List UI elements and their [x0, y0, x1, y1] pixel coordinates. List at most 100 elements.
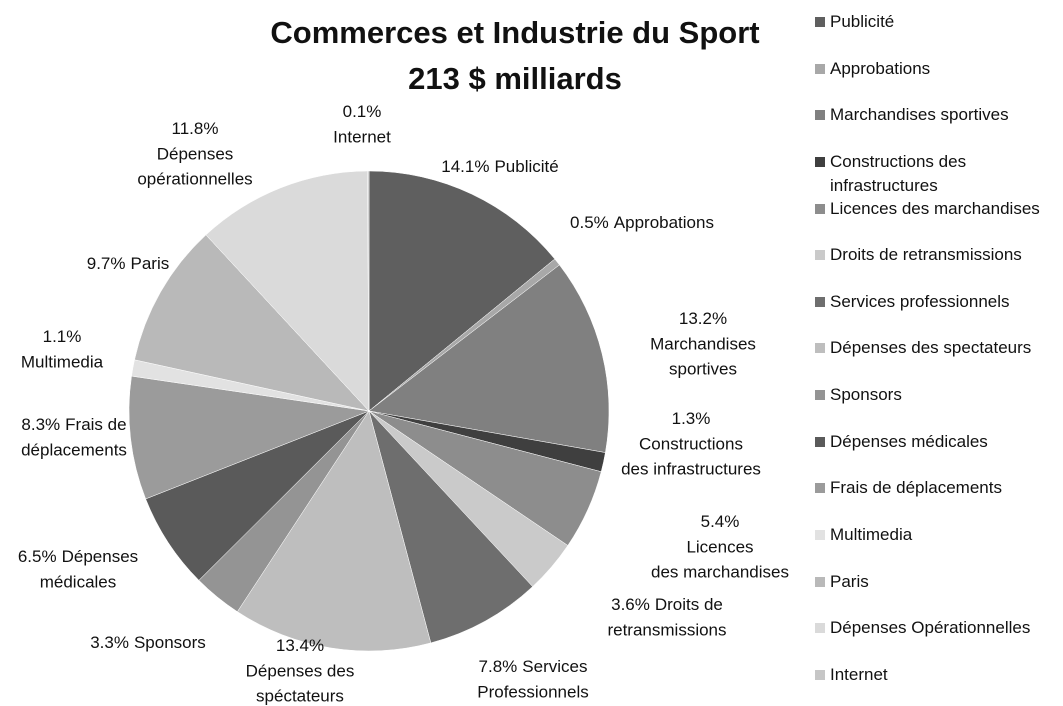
- value-label: 6.5%: [18, 547, 57, 566]
- slice-label: 1.3%: [672, 409, 711, 428]
- legend-swatch: [815, 296, 825, 307]
- legend-label: Dépenses médicales: [830, 431, 988, 451]
- slice-name: Constructions: [639, 434, 743, 453]
- slice-name: Publicité: [494, 157, 558, 176]
- slice-label: 3.6% Droits de: [611, 595, 723, 614]
- legend-item: Marchandises sportives: [815, 103, 1060, 127]
- slice-label: 0.5% Approbations: [570, 213, 714, 232]
- slice-name: sportives: [669, 359, 737, 378]
- legend-label: Droits de retransmissions: [830, 245, 1022, 265]
- legend-label: Approbations: [830, 58, 931, 78]
- legend-item: Paris: [815, 570, 1060, 594]
- legend-label: Services professionnels: [830, 291, 1010, 311]
- value-label: 5.4%: [701, 512, 740, 531]
- slice-label: 9.7% Paris: [87, 254, 169, 273]
- value-label: 8.3%: [21, 415, 60, 434]
- legend-label: Internet: [830, 664, 888, 684]
- legend-item: Droits de retransmissions: [815, 243, 1060, 267]
- legend-item: Internet: [815, 663, 1060, 687]
- pie-slice: [134, 234, 370, 412]
- slice-name: Marchandises: [650, 334, 756, 353]
- legend-item: Approbations: [815, 57, 1060, 81]
- slice-label: 0.1%: [343, 102, 382, 121]
- legend-swatch: [815, 436, 825, 447]
- legend-label: Marchandises sportives: [830, 105, 1009, 125]
- slice-name: Paris: [131, 254, 170, 273]
- legend-label: Publicité: [830, 12, 895, 31]
- legend-item: Dépenses médicales: [815, 430, 1060, 454]
- value-label: 13.2%: [679, 309, 727, 328]
- legend-swatch: [815, 110, 825, 121]
- value-label: 0.1%: [343, 102, 382, 121]
- slice-name: médicales: [40, 572, 117, 591]
- legend-swatch: [815, 203, 825, 214]
- chart: Commerces et Industrie du Sport 213 $ mi…: [18, 15, 789, 705]
- slice-name: Droits de: [655, 595, 723, 614]
- slice-name: Professionnels: [477, 682, 589, 701]
- chart-subtitle: 213 $ milliards: [408, 61, 622, 96]
- legend-label: Licences des marchandises: [830, 198, 1040, 218]
- value-label: 11.8%: [172, 119, 219, 138]
- legend-item: Frais de déplacements: [815, 476, 1060, 500]
- slice-name: Services: [522, 657, 587, 676]
- legend-label: Frais de déplacements: [830, 478, 1002, 498]
- legend-label: Dépenses des spectateurs: [830, 338, 1032, 358]
- legend-item: Constructions des infrastructures: [815, 150, 1060, 198]
- value-label: 3.6%: [611, 595, 650, 614]
- slice-name: Dépenses: [157, 144, 234, 163]
- pie-slice: [368, 264, 610, 453]
- slice-name: Licences: [686, 537, 753, 556]
- slice-label: 7.8% Services: [479, 657, 588, 676]
- legend-swatch: [815, 483, 825, 494]
- legend-item: Dépenses Opérationnelles: [815, 616, 1060, 640]
- slice-name: retransmissions: [607, 620, 726, 639]
- legend-item: Publicité: [815, 10, 1060, 34]
- legend-swatch: [815, 17, 825, 27]
- legend-label: Constructions des infrastructures: [830, 151, 967, 195]
- pie-slice: [368, 410, 533, 644]
- slice-name: des marchandises: [651, 562, 789, 581]
- slice-name: Dépenses des: [246, 661, 355, 680]
- chart-title: Commerces et Industrie du Sport: [270, 15, 759, 50]
- slice-name: Internet: [333, 127, 391, 146]
- legend-item: Dépenses des spectateurs: [815, 336, 1060, 360]
- value-label: 1.1%: [43, 327, 82, 346]
- legend-swatch: [815, 669, 825, 680]
- slice-name: Frais de: [65, 415, 126, 434]
- legend-swatch: [815, 250, 825, 261]
- legend-label: Paris: [830, 571, 869, 591]
- value-label: 14.1%: [441, 157, 489, 176]
- slice-name: des infrastructures: [621, 459, 761, 478]
- legend-swatch: [815, 156, 825, 167]
- pie-slice: [128, 375, 370, 500]
- slice-label: 5.4%: [701, 512, 740, 531]
- slice-name: Sponsors: [134, 633, 206, 652]
- legend-item: Sponsors: [815, 383, 1060, 407]
- value-label: 7.8%: [479, 657, 518, 676]
- slice-name: Multimedia: [21, 352, 104, 371]
- slice-label: 1.1%: [43, 327, 82, 346]
- slice-name: Approbations: [614, 213, 714, 232]
- slice-name: Dépenses: [62, 547, 139, 566]
- slice-label: 13.4%: [276, 636, 324, 655]
- slice-label: 6.5% Dépenses: [18, 547, 138, 566]
- legend-swatch: [815, 530, 825, 541]
- legend-label: Dépenses Opérationnelles: [830, 618, 1031, 638]
- slice-name: spéctateurs: [256, 686, 344, 705]
- pie-slice: [368, 170, 556, 412]
- value-label: 9.7%: [87, 254, 126, 273]
- value-label: 1.3%: [672, 409, 711, 428]
- legend-swatch: [815, 390, 825, 401]
- slice-label: 11.8%: [172, 119, 219, 138]
- legend-swatch: [815, 623, 825, 634]
- pie-slice: [205, 170, 370, 412]
- value-label: 3.3%: [90, 633, 129, 652]
- legend-swatch: [815, 63, 825, 74]
- slice-label: 14.1% Publicité: [441, 157, 558, 176]
- legend-item: Multimedia: [815, 523, 1060, 547]
- legend-swatch: [815, 576, 825, 587]
- pie-slice: [367, 170, 370, 412]
- value-label: 13.4%: [276, 636, 324, 655]
- value-label: 0.5%: [570, 213, 609, 232]
